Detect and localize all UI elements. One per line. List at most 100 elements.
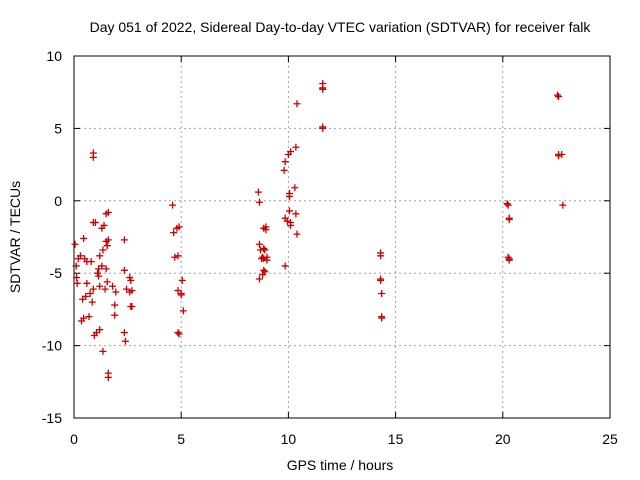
data-point — [96, 252, 104, 260]
data-point — [170, 229, 178, 237]
data-point — [505, 256, 513, 264]
data-point — [175, 223, 183, 231]
x-tick-label: 25 — [602, 431, 618, 447]
data-point — [504, 201, 512, 209]
data-point — [96, 326, 104, 334]
data-point — [85, 313, 93, 321]
x-tick-label: 5 — [177, 431, 185, 447]
data-point — [98, 262, 106, 270]
data-point — [291, 184, 299, 192]
y-tick-label: -15 — [42, 410, 62, 426]
data-point — [377, 252, 385, 260]
data-point — [95, 272, 103, 280]
data-point — [287, 148, 295, 156]
data-point — [111, 301, 119, 309]
data-point — [112, 288, 120, 296]
data-point — [254, 188, 262, 196]
data-point — [555, 152, 563, 160]
data-point — [99, 246, 107, 254]
x-tick-label: 0 — [70, 431, 78, 447]
data-point — [91, 219, 99, 227]
data-point — [104, 236, 112, 244]
data-point — [262, 223, 270, 231]
data-point — [293, 230, 301, 238]
data-point — [72, 262, 80, 270]
data-point — [261, 246, 269, 254]
data-point — [503, 200, 511, 208]
y-axis-label: SDTVAR / TECUs — [7, 181, 23, 293]
data-point — [71, 240, 79, 248]
data-point — [128, 303, 136, 311]
data-point — [104, 369, 112, 377]
data-point — [261, 268, 269, 276]
data-point — [88, 298, 96, 306]
y-tick-label: 0 — [54, 193, 62, 209]
data-point — [86, 289, 94, 297]
data-point — [177, 291, 185, 299]
data-point — [99, 347, 107, 355]
data-point — [174, 252, 182, 260]
data-point — [100, 221, 108, 229]
data-point — [87, 258, 95, 266]
data-point — [128, 287, 136, 295]
data-point — [292, 143, 300, 151]
data-point — [292, 210, 300, 218]
y-tick-label: -10 — [42, 338, 62, 354]
data-point — [553, 91, 561, 99]
data-point — [104, 208, 112, 216]
data-point — [285, 192, 293, 200]
data-point — [103, 242, 111, 250]
data-point — [127, 276, 135, 284]
x-tick-label: 10 — [281, 431, 297, 447]
data-point — [378, 314, 386, 322]
axis-ticks: 0 5 10 15 20 25 -15 -10 -5 0 5 10 — [42, 48, 618, 447]
x-axis-label: GPS time / hours — [287, 457, 394, 473]
data-points — [71, 80, 567, 381]
plot-frame — [73, 55, 611, 419]
data-point — [378, 289, 386, 297]
data-point — [377, 276, 385, 284]
data-point — [175, 330, 183, 338]
data-point — [179, 307, 187, 315]
grid — [74, 56, 610, 418]
data-point — [103, 278, 111, 286]
data-point — [260, 245, 268, 253]
data-point — [285, 207, 293, 215]
y-tick-label: 5 — [54, 120, 62, 136]
data-point — [283, 217, 291, 225]
data-point — [255, 198, 263, 206]
data-point — [76, 252, 84, 260]
y-tick-label: 10 — [46, 48, 62, 64]
data-point — [80, 314, 88, 322]
data-point — [80, 234, 88, 242]
data-point — [120, 329, 128, 337]
data-point — [120, 266, 128, 274]
data-point — [169, 201, 177, 209]
data-point — [505, 216, 513, 224]
data-point — [260, 255, 268, 263]
data-point — [255, 275, 263, 283]
data-point — [559, 201, 567, 209]
y-tick-label: -5 — [50, 265, 63, 281]
data-point — [111, 311, 119, 319]
data-point — [255, 240, 263, 248]
data-point — [287, 221, 295, 229]
data-point — [263, 256, 271, 264]
data-point — [281, 158, 289, 166]
data-point — [89, 285, 97, 293]
data-point — [293, 100, 301, 108]
data-point — [121, 337, 129, 345]
data-point — [102, 265, 110, 273]
data-point — [174, 329, 182, 337]
data-point — [319, 124, 327, 132]
data-point — [171, 253, 179, 261]
chart-title: Day 051 of 2022, Sidereal Day-to-day VTE… — [90, 19, 592, 35]
data-point — [260, 266, 268, 274]
data-point — [96, 282, 104, 290]
x-tick-label: 15 — [388, 431, 404, 447]
data-point — [178, 276, 186, 284]
data-point — [319, 85, 327, 93]
data-point — [89, 153, 97, 161]
